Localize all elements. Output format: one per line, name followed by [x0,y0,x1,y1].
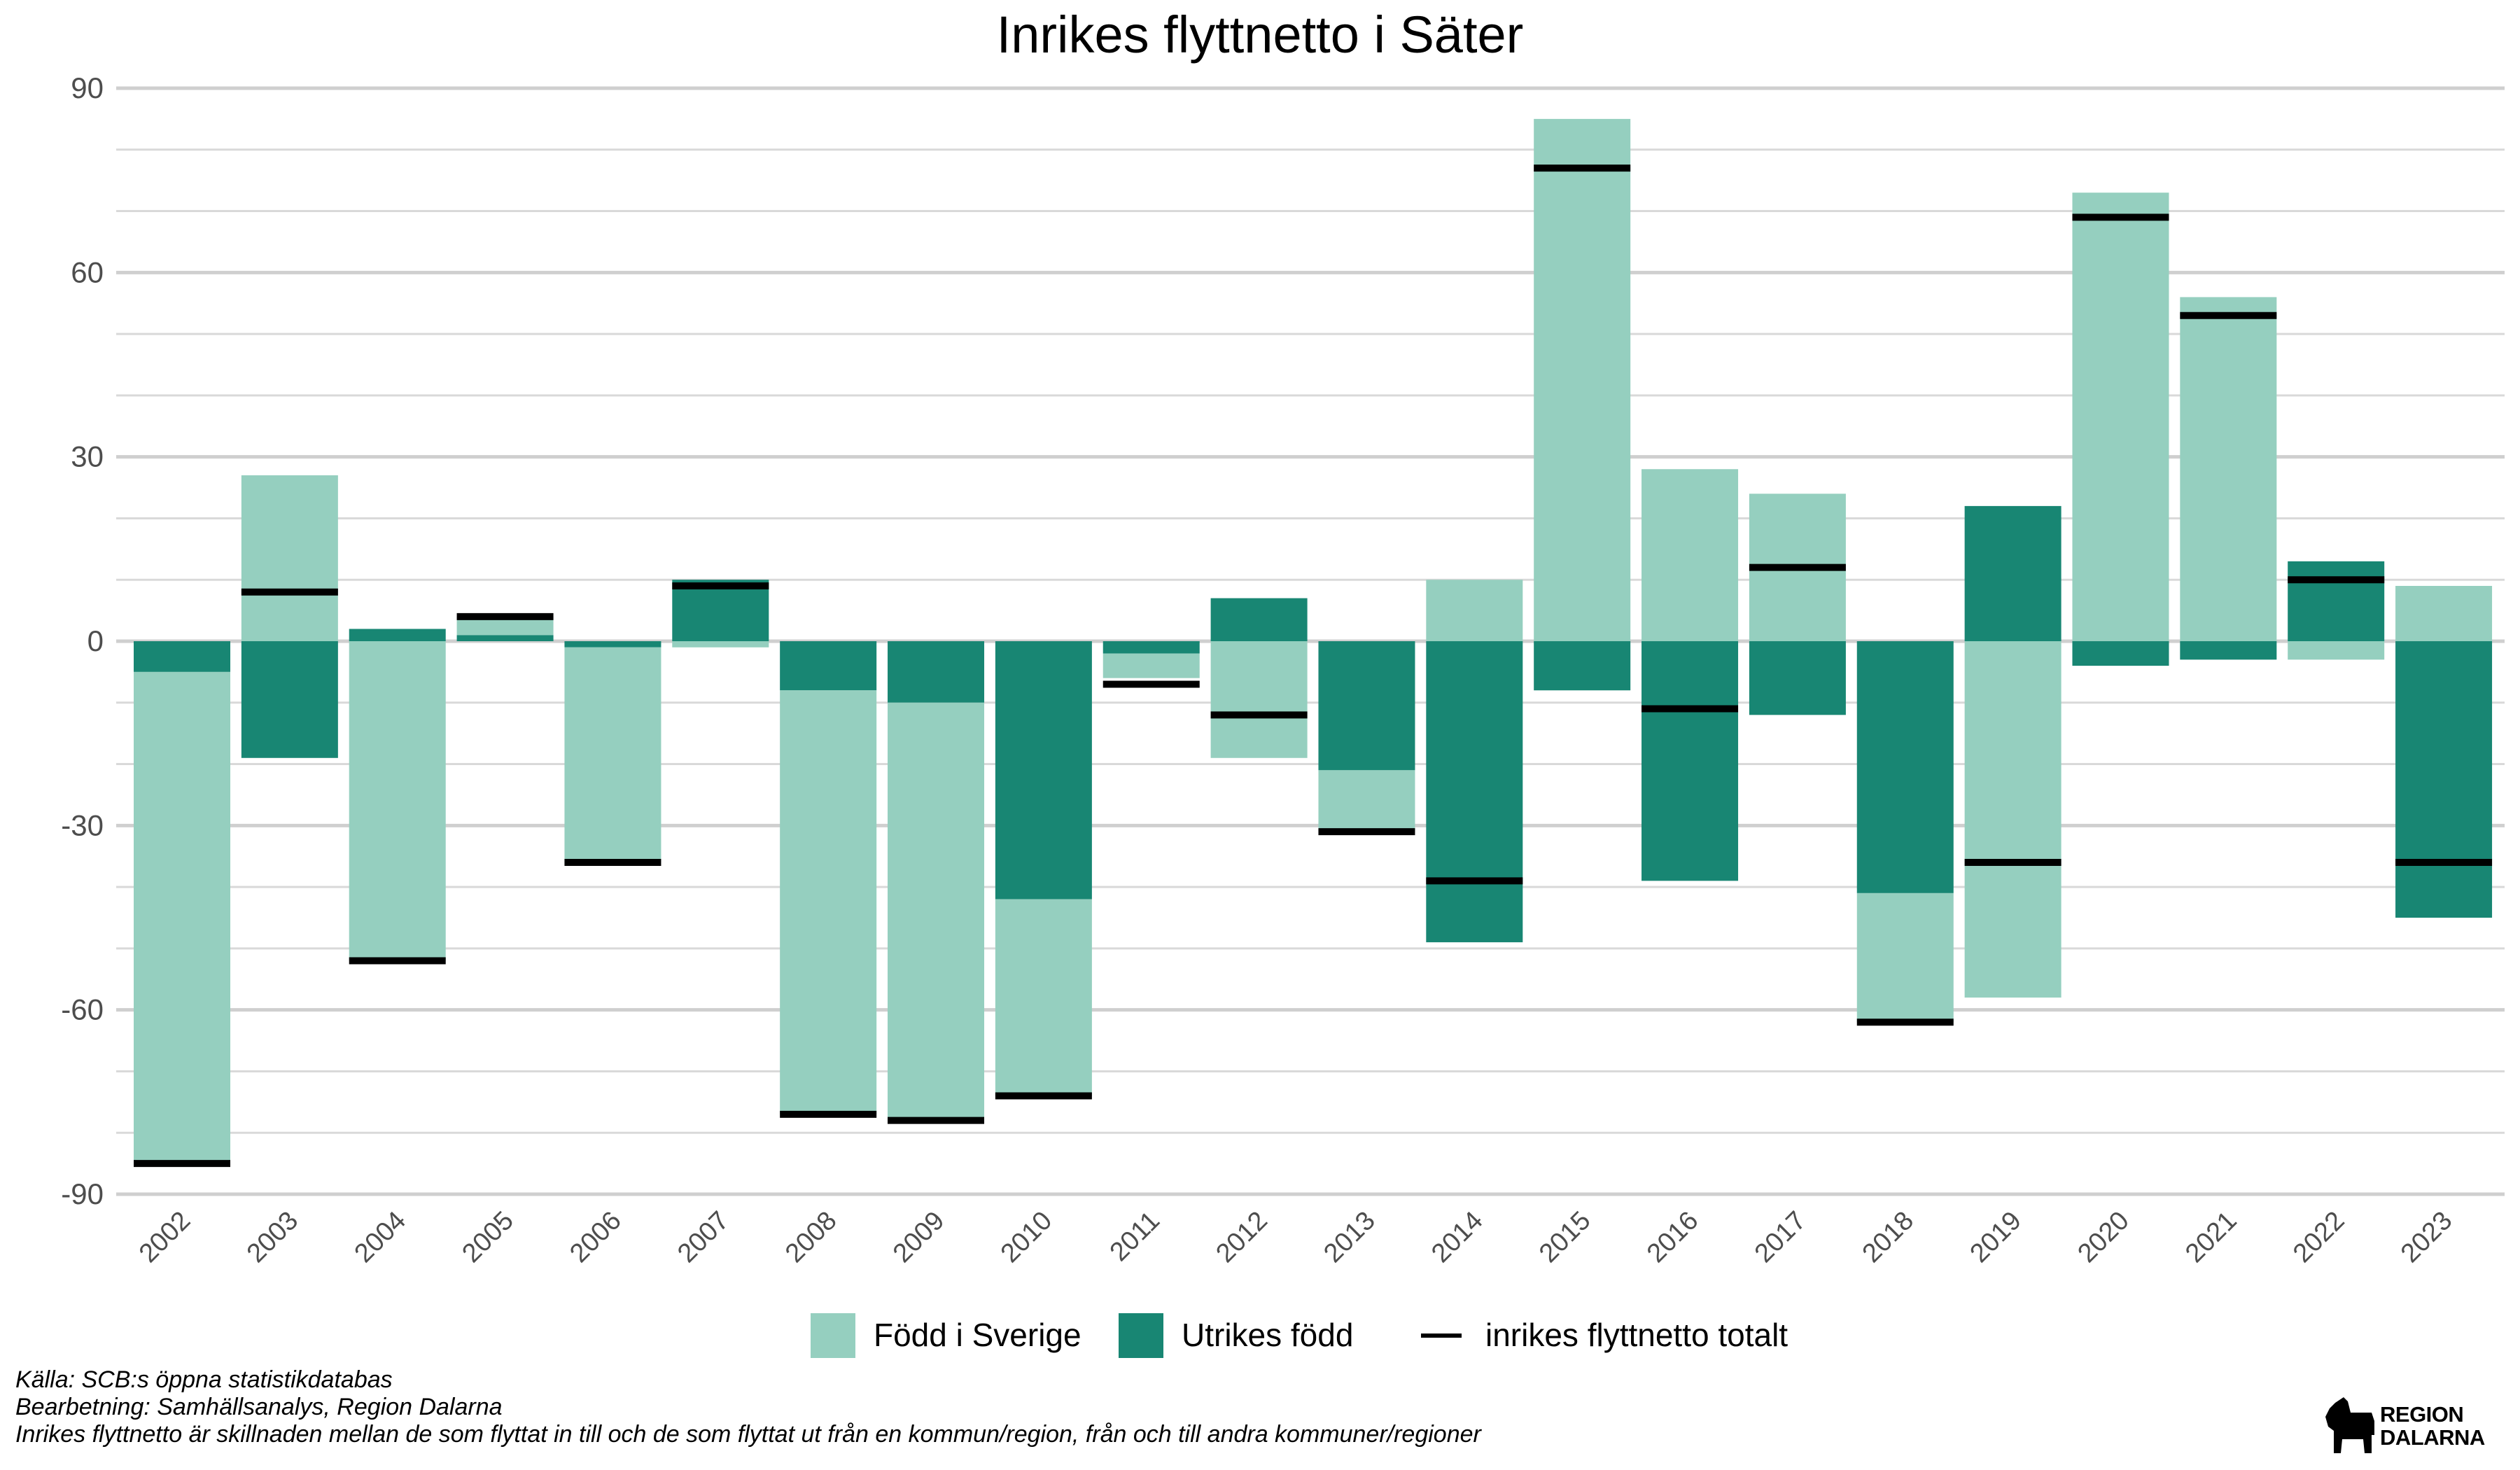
x-tick-label: 2006 [564,1206,626,1268]
bar-fodd-i-sverige [2072,192,2169,641]
x-tick-label: 2007 [672,1206,734,1268]
bar-fodd-i-sverige [672,641,769,648]
bar-utrikes-fodd [1534,641,1631,691]
y-tick-label: -60 [61,993,104,1026]
legend: Född i Sverige Utrikes född inrikes flyttn… [811,1313,1788,1358]
x-tick-label: 2019 [1965,1206,2027,1268]
caption-source: Källa: SCB:s öppna statistikdatabas [15,1366,393,1393]
logo-text: REGION DALARNA [2380,1403,2485,1449]
bar-fodd-i-sverige [780,690,877,1114]
bar-fodd-i-sverige [888,702,985,1121]
bar-fodd-i-sverige [995,899,1092,1096]
legend-item: Utrikes född [1119,1313,1353,1358]
x-tick-label: 2014 [1426,1206,1488,1268]
dala-horse-icon [2325,1397,2374,1453]
bar-fodd-i-sverige [1102,653,1200,678]
legend-item: Född i Sverige [811,1313,1082,1358]
bar-utrikes-fodd [1749,641,1846,715]
legend-swatch [1119,1313,1163,1358]
x-tick-label: 2018 [1857,1206,1919,1268]
x-tick-label: 2012 [1210,1206,1273,1268]
x-axis-ticks: 2002 2003 2004 2005 2006 2007 2008 2009 2010 2011… [134,1206,2458,1268]
bar-utrikes-fodd [1642,641,1739,881]
bar-utrikes-fodd [1102,641,1200,654]
legend-label: Utrikes född [1182,1317,1353,1353]
bar-utrikes-fodd [888,641,985,703]
bar-utrikes-fodd [672,580,769,641]
x-tick-label: 2003 [241,1206,304,1268]
x-tick-label: 2011 [1105,1206,1166,1267]
x-tick-label: 2020 [2072,1206,2134,1268]
bar-fodd-i-sverige [349,641,446,961]
x-tick-label: 2009 [888,1206,950,1268]
bar-utrikes-fodd [1856,641,1954,893]
bar-utrikes-fodd [2180,641,2277,660]
x-tick-label: 2008 [780,1206,842,1268]
bar-utrikes-fodd [2395,641,2493,918]
bar-fodd-i-sverige [241,475,338,641]
region-dalarna-logo: REGION DALARNA [2323,1393,2505,1460]
bar-fodd-i-sverige [2288,641,2385,660]
y-tick-label: 60 [71,255,104,288]
bar-utrikes-fodd [456,635,554,641]
y-tick-label: -90 [61,1177,104,1210]
bars [134,118,2493,1164]
bar-utrikes-fodd [1964,505,2062,641]
x-tick-label: 2010 [995,1206,1058,1268]
x-tick-label: 2005 [456,1206,519,1268]
x-tick-label: 2022 [2288,1206,2350,1268]
bar-utrikes-fodd [780,641,877,691]
x-tick-label: 2013 [1318,1206,1380,1268]
x-tick-label: 2015 [1534,1206,1596,1268]
bar-fodd-i-sverige [1426,580,1523,641]
bar-utrikes-fodd [1318,641,1415,771]
chart-title: Inrikes flyttnetto i Säter [997,6,1524,64]
bar-fodd-i-sverige [564,647,662,862]
bar-utrikes-fodd [349,629,446,641]
bar-fodd-i-sverige [1642,469,1739,641]
caption-processing: Bearbetning: Samhällsanalys, Region Dala… [15,1394,503,1420]
bar-utrikes-fodd [564,641,662,648]
logo-line-dalarna: DALARNA [2380,1425,2485,1450]
bar-fodd-i-sverige [1534,118,1631,641]
y-tick-label: 30 [71,440,104,473]
bar-utrikes-fodd [995,641,1092,899]
x-tick-label: 2004 [349,1206,412,1268]
caption-note: Inrikes flyttnetto är skillnaden mellan … [15,1421,1481,1448]
bar-fodd-i-sverige [2395,586,2493,641]
bar-utrikes-fodd [241,641,338,758]
total-markers [134,164,2493,1168]
legend-label: inrikes flyttnetto totalt [1485,1317,1788,1353]
bar-utrikes-fodd [1426,641,1523,943]
legend-label: Född i Sverige [874,1317,1082,1353]
bar-utrikes-fodd [134,641,230,672]
legend-swatch [811,1313,855,1358]
caption: Källa: SCB:s öppna statistikdatabas Bear… [15,1366,2045,1448]
bar-fodd-i-sverige [134,671,230,1164]
x-tick-label: 2017 [1749,1206,1812,1268]
bar-fodd-i-sverige [2180,297,2277,641]
bar-fodd-i-sverige [1318,770,1415,832]
x-tick-label: 2021 [2180,1206,2242,1268]
x-tick-label: 2016 [1642,1206,1704,1268]
y-axis-ticks: 90 60 30 0 -30 -60 -90 [61,71,104,1210]
bar-fodd-i-sverige [1856,892,1954,1023]
x-tick-label: 2023 [2395,1206,2458,1268]
y-tick-label: 0 [88,624,104,657]
legend-item: inrikes flyttnetto totalt [1421,1317,1788,1353]
y-tick-label: -30 [61,808,104,841]
bar-fodd-i-sverige [1964,641,2062,998]
bar-utrikes-fodd [1210,598,1308,641]
bar-fodd-i-sverige [1210,641,1308,758]
y-tick-label: 90 [71,71,104,104]
logo-line-region: REGION [2380,1402,2464,1427]
bar-utrikes-fodd [2288,561,2385,641]
x-tick-label: 2002 [134,1206,196,1268]
bar-utrikes-fodd [2072,641,2169,666]
